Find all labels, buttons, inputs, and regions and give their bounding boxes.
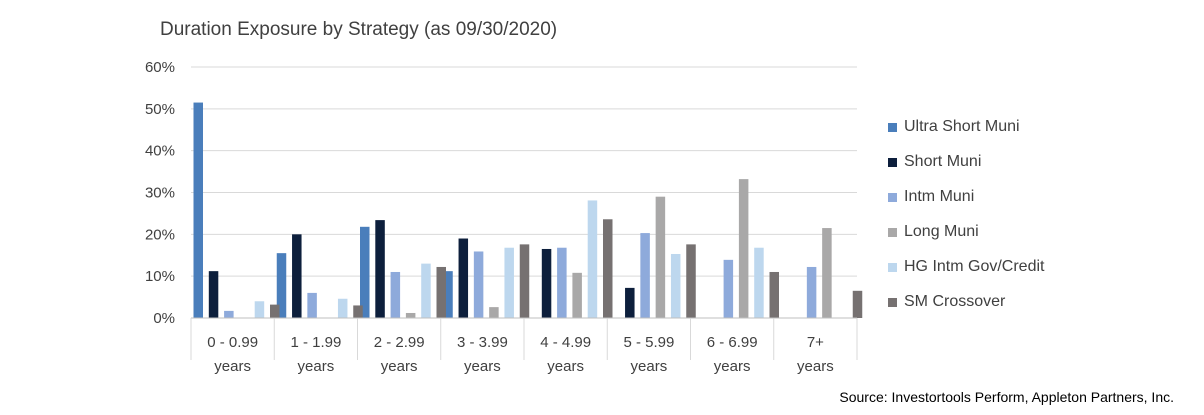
y-tick-label: 50%	[145, 101, 175, 118]
y-tick-label: 60%	[145, 59, 175, 76]
x-tick-label: 5 - 5.99	[623, 334, 674, 351]
x-tick-label: 4 - 4.99	[540, 334, 591, 351]
bar	[852, 290, 863, 318]
y-tick-label: 20%	[145, 226, 175, 243]
x-tick-label: 0 - 0.99	[207, 334, 258, 351]
bar	[504, 247, 514, 318]
bar	[587, 200, 598, 318]
bar	[519, 244, 530, 318]
x-tick-label: years	[631, 358, 668, 375]
bar	[723, 259, 734, 318]
bar	[224, 310, 234, 318]
x-tick-label: years	[547, 358, 584, 375]
legend-label: SM Crossover	[904, 293, 1006, 310]
legend-swatch	[888, 123, 897, 132]
legend-swatch	[888, 263, 897, 272]
bar	[375, 220, 385, 318]
bar	[603, 219, 613, 318]
y-tick-label: 0%	[153, 310, 175, 327]
bar	[769, 271, 779, 318]
bar	[390, 271, 401, 318]
bar	[541, 248, 552, 318]
x-tick-label: 6 - 6.99	[707, 334, 758, 351]
bar	[473, 251, 484, 318]
x-tick-label: years	[381, 358, 418, 375]
legend-label: Ultra Short Muni	[904, 118, 1020, 135]
chart-title: Duration Exposure by Strategy (as 09/30/…	[160, 19, 558, 40]
bar	[270, 304, 280, 318]
x-tick-label: 1 - 1.99	[290, 334, 341, 351]
bar	[421, 263, 431, 318]
bar	[276, 253, 287, 318]
bar	[557, 247, 567, 318]
x-tick-label: 2 - 2.99	[374, 334, 425, 351]
legend-label: Short Muni	[904, 153, 982, 170]
x-tick-label: 7+	[807, 334, 824, 351]
bar	[822, 228, 832, 318]
axes: 0% 10% 20% 30% 40% 50% 60% 0 - 0.99 years 1 - 1.9…	[145, 59, 858, 375]
bar	[655, 196, 666, 318]
bar	[337, 298, 348, 318]
bar	[353, 305, 363, 318]
bar	[806, 266, 817, 318]
bar	[360, 226, 370, 318]
bar	[443, 271, 453, 318]
bar	[686, 244, 696, 318]
bar	[738, 179, 749, 318]
legend-label: HG Intm Gov/Credit	[904, 258, 1045, 275]
bar	[254, 301, 265, 318]
legend-swatch	[888, 228, 897, 237]
bar	[307, 292, 317, 318]
bar	[670, 253, 681, 318]
legend-swatch	[888, 193, 897, 202]
x-tick-label: years	[714, 358, 751, 375]
bar	[572, 272, 582, 318]
bar	[625, 287, 635, 318]
bar	[640, 233, 650, 318]
bar	[754, 247, 764, 318]
y-tick-label: 30%	[145, 185, 175, 202]
source-note: Source: Investortools Perform, Appleton …	[839, 389, 1174, 405]
bars	[193, 102, 863, 318]
legend-label: Intm Muni	[904, 188, 975, 205]
x-tick-label: years	[298, 358, 335, 375]
x-tick-label: 3 - 3.99	[457, 334, 508, 351]
legend-swatch	[888, 158, 897, 167]
bar	[489, 307, 499, 318]
x-tick-label: years	[214, 358, 251, 375]
x-tick-label: years	[797, 358, 834, 375]
bar	[458, 238, 469, 318]
y-tick-label: 40%	[145, 143, 175, 160]
x-tick-label: years	[464, 358, 501, 375]
y-tick-label: 10%	[145, 268, 175, 285]
legend-label: Long Muni	[904, 223, 979, 240]
bar	[292, 234, 302, 318]
bar	[405, 312, 416, 318]
bar	[193, 102, 203, 318]
bar	[208, 271, 219, 318]
legend-swatch	[888, 298, 897, 307]
bar	[436, 266, 446, 318]
